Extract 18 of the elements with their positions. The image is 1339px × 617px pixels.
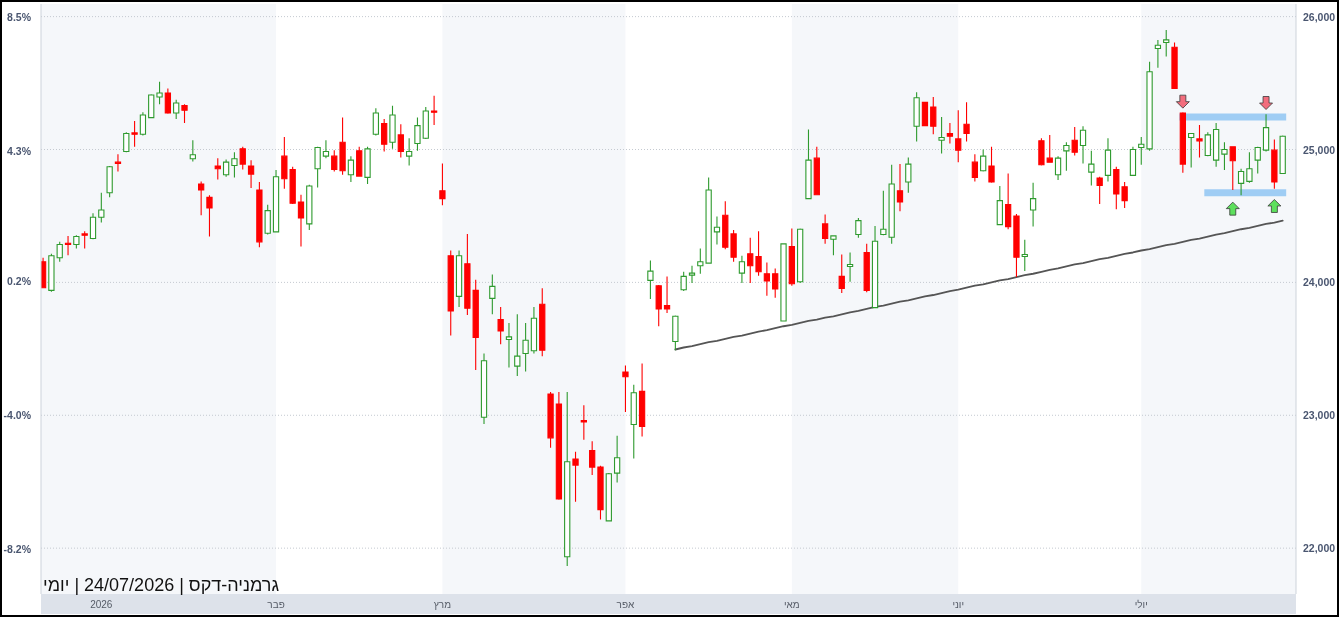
x-tick-label: מרץ: [433, 599, 452, 610]
y-tick-label: 25,000: [1303, 143, 1336, 156]
x-tick-label: פבר: [267, 599, 285, 610]
x-tick-label: יולי: [1134, 599, 1148, 610]
y2-tick-label: -4.0%: [3, 409, 32, 422]
y-tick-label: 22,000: [1303, 542, 1336, 555]
x-tick-label: 2026: [90, 599, 113, 610]
y2-tick-label: -8.2%: [3, 542, 32, 555]
y-tick-label: 23,000: [1303, 409, 1336, 422]
y-tick-label: 26,000: [1303, 10, 1336, 23]
y2-tick-label: 4.3%: [7, 144, 32, 157]
x-tick-label: אפר: [616, 599, 636, 610]
x-tick-label: מאי: [783, 599, 800, 610]
x-tick-label: יוני: [952, 599, 965, 610]
y2-tick-label: 8.5%: [7, 11, 32, 24]
y-tick-label: 24,000: [1303, 276, 1336, 289]
text: גרמניה-דקס | 24/07/2026 | יומי: [43, 575, 280, 595]
y2-tick-label: 0.2%: [7, 275, 32, 288]
